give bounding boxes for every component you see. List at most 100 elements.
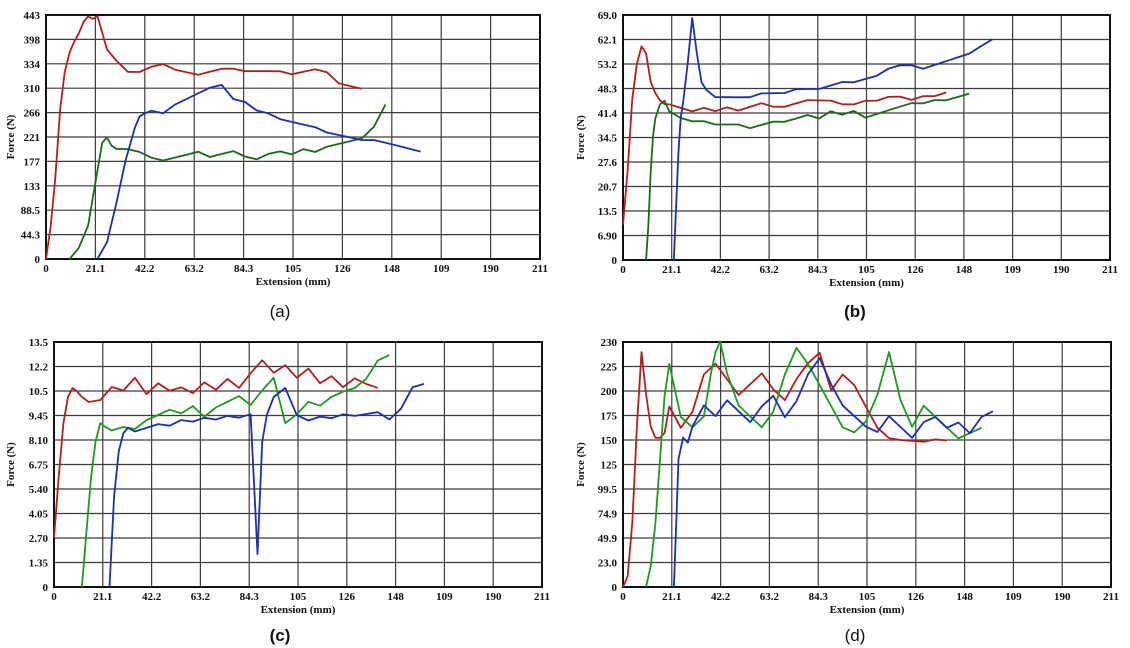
x-axis-label: Extension (mm) — [261, 604, 336, 616]
x-tick-label: 109 — [1004, 264, 1021, 276]
x-tick-label: 21.1 — [662, 591, 681, 603]
x-tick-label: 21.1 — [93, 591, 112, 603]
x-tick-label: 148 — [956, 264, 973, 276]
plot-frame — [622, 14, 1111, 261]
x-axis-label: Extension (mm) — [829, 277, 904, 289]
chart-panel-a: 0 21.1 42.2 63.2 84.3 105 126 148 109 190 211 0 44.3… — [0, 0, 560, 300]
plot-frame — [53, 341, 543, 588]
x-tick-label: 0 — [620, 264, 626, 276]
x-tick-label: 211 — [1103, 591, 1119, 603]
y-tick-label: 0 — [612, 255, 618, 267]
y-tick-label: 177 — [24, 156, 41, 168]
x-tick-label: 0 — [43, 263, 49, 275]
x-tick-label: 42.2 — [711, 591, 731, 603]
y-tick-label: 4.05 — [29, 509, 49, 521]
chart-panel-d: 0 21.1 42.2 63.2 84.3 105 126 148 109 190 211 0 23.0… — [570, 322, 1130, 622]
x-tick-label: 42.2 — [135, 263, 155, 275]
y-tick-label: 10.5 — [29, 386, 49, 398]
y-tick-label: 150 — [601, 435, 618, 447]
series-line-red — [622, 351, 947, 588]
chart-caption-a: (a) — [269, 302, 291, 321]
plot-frame — [622, 341, 1112, 588]
series-line-green — [645, 92, 970, 260]
series-line-red — [45, 15, 363, 260]
y-tick-label: 13.5 — [29, 337, 49, 349]
series-line-blue — [672, 17, 993, 261]
x-tick-label: 190 — [482, 263, 499, 275]
x-tick-label: 63.2 — [191, 591, 211, 603]
series-line-green — [645, 340, 982, 587]
y-tick-label: 225 — [601, 362, 618, 374]
x-tick-label: 109 — [436, 591, 453, 603]
y-tick-label: 6.75 — [29, 460, 49, 472]
y-axis-label: Force (N) — [5, 442, 17, 487]
y-tick-label: 310 — [24, 83, 41, 95]
y-tick-label: 133 — [24, 181, 41, 193]
y-tick-label: 175 — [601, 411, 618, 423]
y-tick-label: 5.40 — [29, 484, 49, 496]
chart-d-svg: 0 21.1 42.2 63.2 84.3 105 126 148 109 190 211 0 23.0… — [575, 337, 1119, 616]
chart-b-svg: 0 21.1 42.2 63.2 84.3 105 126 148 109 190 211 0 6.90… — [575, 10, 1118, 289]
y-tick-label: 266 — [24, 108, 41, 120]
x-tick-label: 63.2 — [185, 263, 205, 275]
y-tick-label: 23.0 — [598, 558, 618, 570]
y-tick-label: 74.9 — [598, 509, 618, 521]
y-tick-label: 69.0 — [598, 10, 618, 22]
y-tick-label: 62.1 — [598, 35, 617, 47]
y-tick-label: 20.7 — [598, 182, 618, 194]
x-tick-label: 42.2 — [711, 264, 731, 276]
x-tick-label: 0 — [51, 591, 57, 603]
y-tick-label: 0 — [35, 254, 41, 266]
x-tick-label: 190 — [485, 591, 502, 603]
y-tick-label: 49.9 — [598, 533, 618, 545]
x-tick-label: 126 — [334, 263, 351, 275]
y-tick-label: 125 — [601, 460, 618, 472]
y-tick-label: 2.70 — [29, 533, 49, 545]
series-line-red — [622, 45, 947, 225]
series-line-green — [68, 104, 387, 260]
plot-frame — [45, 14, 541, 260]
y-tick-label: 443 — [24, 10, 41, 22]
x-tick-label: 109 — [1005, 591, 1022, 603]
series-line-green — [80, 354, 390, 588]
y-tick-label: 0 — [43, 582, 49, 594]
x-tick-label: 105 — [859, 591, 876, 603]
x-tick-label: 126 — [908, 591, 925, 603]
x-tick-label: 84.3 — [234, 263, 254, 275]
series-line-blue — [673, 357, 994, 588]
x-tick-label: 105 — [858, 264, 875, 276]
y-tick-label: 221 — [24, 132, 41, 144]
x-tick-label: 105 — [285, 263, 302, 275]
y-tick-label: 34.5 — [598, 133, 618, 145]
series-line-blue — [96, 84, 421, 260]
x-tick-label: 211 — [534, 591, 550, 603]
series-line-red — [53, 359, 379, 539]
x-tick-label: 63.2 — [760, 591, 780, 603]
x-tick-label: 211 — [532, 263, 548, 275]
y-axis-label: Force (N) — [575, 115, 587, 160]
x-tick-label: 63.2 — [759, 264, 779, 276]
y-tick-label: 13.5 — [598, 206, 618, 218]
chart-panel-b: 0 21.1 42.2 63.2 84.3 105 126 148 109 190 211 0 6.90… — [570, 0, 1130, 300]
x-tick-label: 84.3 — [809, 591, 829, 603]
y-tick-label: 200 — [601, 386, 618, 398]
y-tick-label: 99.5 — [598, 484, 618, 496]
x-tick-label: 148 — [384, 263, 401, 275]
y-tick-label: 44.3 — [21, 230, 41, 242]
y-tick-label: 41.4 — [598, 108, 618, 120]
x-tick-label: 109 — [433, 263, 450, 275]
y-tick-label: 230 — [601, 337, 618, 349]
y-tick-label: 53.2 — [598, 59, 618, 71]
y-axis-label: Force (N) — [5, 114, 17, 159]
x-tick-label: 21.1 — [662, 264, 681, 276]
y-tick-label: 1.35 — [29, 558, 49, 570]
y-tick-label: 12.2 — [29, 362, 49, 374]
chart-c-svg: 0 21.1 42.2 63.2 84.3 105 126 148 109 190 211 0 1.35… — [5, 337, 550, 616]
x-tick-label: 42.2 — [142, 591, 162, 603]
x-tick-label: 21.1 — [86, 263, 105, 275]
y-tick-label: 6.90 — [598, 231, 618, 243]
x-tick-label: 148 — [387, 591, 404, 603]
chart-caption-c: (c) — [269, 626, 291, 645]
x-tick-label: 126 — [907, 264, 924, 276]
x-axis-label: Extension (mm) — [830, 604, 905, 616]
